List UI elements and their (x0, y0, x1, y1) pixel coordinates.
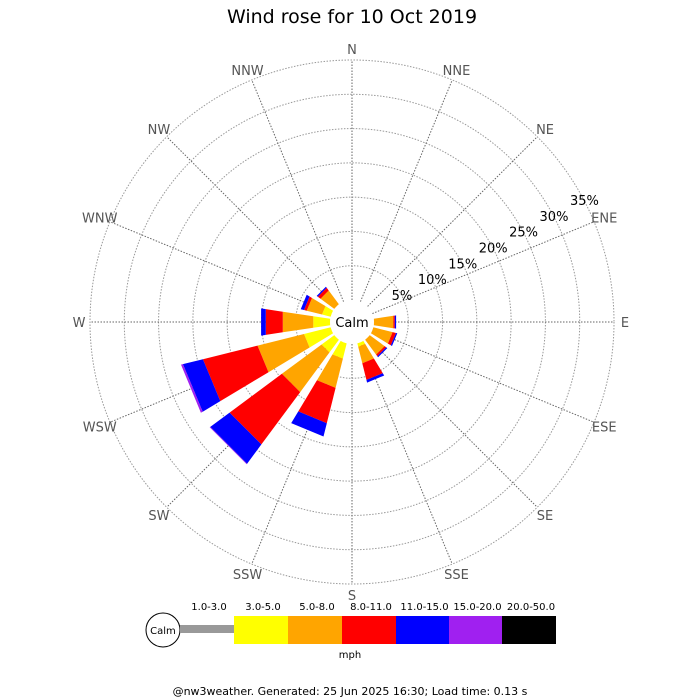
petal-segment-sse (358, 343, 374, 364)
grid-spoke (372, 329, 595, 423)
petal-segment-ese (390, 333, 398, 346)
grid-spoke (367, 136, 538, 307)
petal-segment-wsw (202, 345, 269, 402)
petal-segment-w (265, 309, 283, 335)
grid-ring (89, 59, 615, 585)
petal-segment-sse (357, 340, 366, 347)
calm-circle (330, 300, 374, 344)
petal-segment-w (313, 316, 331, 328)
direction-label: WSW (83, 420, 117, 435)
petal-segment-wsw (181, 364, 203, 413)
legend-bin-label: 20.0-50.0 (507, 602, 555, 613)
petal-segment-ssw (291, 411, 327, 437)
legend-bin-label: 5.0-8.0 (299, 602, 334, 613)
ring-label: 25% (509, 226, 538, 241)
direction-label: WNW (82, 212, 118, 227)
ring-label: 10% (418, 273, 447, 288)
petal-segment-sw (281, 344, 330, 393)
petal-segment-ese (370, 327, 393, 344)
ring-label: 30% (540, 210, 569, 225)
petal-segment-sw (209, 426, 248, 465)
legend-swatch (449, 616, 502, 644)
petal-segment-ssw (298, 380, 336, 424)
grid-ring (260, 230, 444, 414)
petal-segment-nw (317, 287, 329, 299)
legend-swatch (396, 616, 449, 644)
petal-segment-nw (316, 286, 327, 297)
legend-bin-label: 15.0-20.0 (453, 602, 501, 613)
calm-label: Calm (335, 316, 368, 331)
footer-text: @nw3weather. Generated: 25 Jun 2025 16:3… (173, 685, 528, 698)
legend-swatch (502, 616, 556, 644)
grid-spoke (367, 337, 538, 508)
legend-bin-label: 3.0-5.0 (245, 602, 280, 613)
ring-label: 5% (392, 289, 413, 304)
ring-label: 35% (570, 194, 599, 209)
legend-swatch (342, 616, 396, 644)
grid-ring (123, 93, 581, 551)
ring-label: 20% (479, 242, 508, 257)
direction-label: SE (537, 509, 553, 524)
legend-bin-label: 1.0-3.0 (191, 602, 226, 613)
direction-label: N (347, 43, 357, 58)
direction-label: W (73, 316, 86, 331)
grid-spoke (251, 79, 345, 302)
direction-label: SSE (444, 568, 469, 583)
petal-segment-e (393, 315, 395, 329)
petal-segment-nw (320, 290, 339, 309)
petals (181, 286, 398, 465)
direction-label: S (348, 589, 356, 604)
legend-bin-label: 8.0-11.0 (350, 602, 392, 613)
petal-segment-se (376, 346, 387, 357)
direction-label: NE (536, 123, 554, 138)
petal-segment-wnw (322, 306, 334, 317)
direction-label: NNE (443, 64, 471, 79)
grid-spoke (166, 136, 337, 307)
legend-swatch (288, 616, 342, 644)
ring-label: 15% (448, 257, 477, 272)
direction-labels: N NNE NE ENE E ESE SE SSE S SSW SW WSW W WNW NW NNW (73, 43, 630, 604)
petal-segment-wnw (304, 296, 312, 311)
petal-segment-se (377, 347, 388, 358)
direction-label: SW (148, 509, 169, 524)
grid-spoke (359, 79, 453, 302)
petal-segment-sse (362, 358, 383, 380)
chart-title: Wind rose for 10 Oct 2019 (227, 6, 477, 28)
petal-segment-e (394, 315, 397, 329)
petal-segment-se (365, 335, 385, 355)
grid-spoke (372, 221, 595, 315)
legend-swatch (234, 616, 288, 644)
direction-label: ESE (592, 420, 617, 435)
ring-labels: 5% 10%15%20%25%30%35% (392, 194, 599, 304)
petal-segment-wsw (304, 327, 334, 348)
petal-segment-ssw (332, 340, 347, 359)
direction-label: NW (148, 123, 171, 138)
petal-segment-wsw (257, 334, 310, 373)
direction-label: E (621, 316, 629, 331)
petal-segment-ese (387, 332, 396, 346)
legend: Calm 1.0-3.0 3.0-5.0 5.0-8.0 8.0-11.0 11.0-15… (145, 602, 556, 661)
petal-segment-ssw (317, 354, 343, 388)
petal-segment-e (373, 315, 394, 329)
petal-segment-wsw (182, 359, 221, 412)
legend-bin-label: 11.0-15.0 (400, 602, 448, 613)
direction-label: SSW (233, 568, 263, 583)
grid-spoke (109, 221, 332, 315)
petal-segment-sw (229, 373, 301, 445)
petal-segment-w (261, 308, 266, 336)
direction-label: NNW (231, 64, 263, 79)
direction-label: ENE (591, 212, 617, 227)
legend-unit: mph (339, 650, 361, 661)
petal-segment-sse (366, 373, 385, 383)
petal-segment-wnw (306, 298, 326, 315)
petal-segment-sw (210, 412, 262, 464)
grid-spoke (359, 342, 453, 565)
petal-segment-sw (321, 335, 339, 353)
grid-ring (192, 162, 512, 482)
legend-swatch (180, 625, 234, 633)
petal-segment-w (282, 311, 314, 333)
legend-calm-label: Calm (150, 626, 176, 637)
petal-segment-wnw (300, 294, 310, 310)
